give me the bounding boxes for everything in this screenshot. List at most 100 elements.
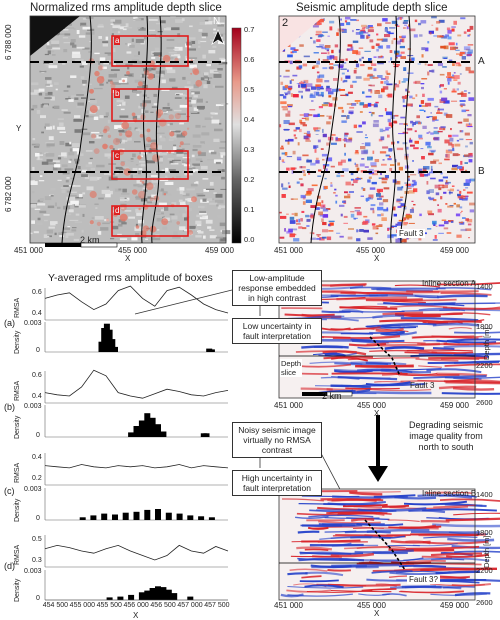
cbar-tick-06: 0.6 bbox=[244, 55, 255, 64]
ia-scale-label: 2 km bbox=[322, 391, 342, 401]
note-low-uncertainty: Low uncertainty in fault interpretation bbox=[232, 318, 322, 344]
panel2-frame bbox=[278, 15, 476, 244]
density-bar bbox=[138, 592, 145, 600]
ia-scale-black bbox=[302, 392, 327, 396]
box-d bbox=[111, 205, 189, 237]
box-label-b: b bbox=[114, 89, 121, 98]
density-bar bbox=[165, 589, 172, 600]
note-high-uncertainty: High uncertainty in fault interpretation bbox=[232, 470, 322, 496]
density-bar bbox=[208, 517, 215, 520]
density-axis-label: Density bbox=[14, 330, 21, 354]
density-bar bbox=[133, 426, 140, 437]
rmsa-tick-low: 0.2 bbox=[32, 475, 42, 482]
panel1-frame bbox=[29, 15, 227, 244]
ib-depth-1: 1400 bbox=[476, 490, 493, 499]
fault3-trace-a bbox=[369, 336, 401, 377]
ia-depth-2: 1800 bbox=[476, 322, 493, 331]
density-bar bbox=[106, 597, 113, 600]
chart-c-rmsa bbox=[44, 453, 229, 486]
density-tick-top: 0.003 bbox=[24, 568, 42, 575]
density-tick-zero: 0 bbox=[36, 347, 40, 354]
y-tick-1: 6 788 000 bbox=[4, 24, 13, 60]
boxes-x-tick: 457 000 bbox=[177, 602, 203, 609]
chart-d-rmsa bbox=[44, 535, 229, 568]
density-bar bbox=[160, 587, 167, 600]
chart-b-rmsa bbox=[44, 369, 229, 404]
box-a bbox=[111, 35, 189, 67]
ia-depth-label: Depth [m] bbox=[482, 327, 491, 360]
degrade-arrow-head bbox=[368, 466, 388, 482]
inline-b-title: Inline section B bbox=[422, 489, 477, 498]
p1-x-label: X bbox=[125, 254, 131, 263]
rmsa-line bbox=[44, 369, 229, 399]
rmsa-axis-label: RMSA bbox=[14, 544, 21, 565]
density-tick-top: 0.003 bbox=[24, 486, 42, 493]
density-bar bbox=[112, 514, 118, 520]
scale-bar-black bbox=[45, 243, 81, 247]
marker-a: A bbox=[478, 56, 485, 67]
panel2-number: 2 bbox=[282, 17, 289, 29]
density-bar bbox=[109, 339, 116, 352]
boxes-x-tick: 455 500 bbox=[96, 602, 122, 609]
density-bar bbox=[149, 588, 156, 600]
ib-x-tick-1: 451 000 bbox=[274, 601, 303, 610]
box-label-d: d bbox=[114, 206, 121, 215]
density-bar bbox=[138, 420, 145, 437]
cbar-tick-01: 0.1 bbox=[244, 205, 255, 214]
cbar-tick-04: 0.4 bbox=[244, 115, 255, 124]
scale-bar-white bbox=[80, 242, 118, 248]
row-label-c: (c) bbox=[4, 486, 15, 496]
box-label-a: a bbox=[114, 36, 121, 45]
ia-x-tick-3: 459 000 bbox=[440, 401, 469, 410]
row-label-d: (d) bbox=[4, 561, 15, 571]
p2-x-label: X bbox=[374, 254, 380, 263]
p2-x-tick-2: 455 000 bbox=[356, 246, 385, 255]
box-b bbox=[111, 88, 189, 122]
row-label-a: (a) bbox=[4, 318, 15, 328]
ia-depth-3: 2200 bbox=[476, 361, 493, 370]
box-c bbox=[111, 150, 189, 180]
density-bar bbox=[101, 513, 108, 520]
chart-d-density bbox=[44, 570, 228, 601]
ib-x-label: X bbox=[374, 609, 380, 618]
marker-b: B bbox=[478, 166, 485, 177]
inline-b-frame bbox=[278, 488, 476, 601]
cbar-tick-05: 0.5 bbox=[244, 85, 255, 94]
density-bar bbox=[144, 509, 151, 520]
density-tick-zero: 0 bbox=[36, 595, 40, 602]
note-noisy: Noisy seismic image virtually no RMSA co… bbox=[232, 422, 322, 458]
p2-fault-line-1 bbox=[310, 15, 341, 244]
chart-a-rmsa bbox=[44, 285, 229, 321]
ia-depth-4: 2600 bbox=[476, 398, 493, 407]
ia-depth-1: 1400 bbox=[476, 282, 493, 291]
ia-x-tick-1: 451 000 bbox=[274, 401, 303, 410]
density-tick-zero: 0 bbox=[36, 432, 40, 439]
p1-x-tick-2: 455 000 bbox=[118, 246, 147, 255]
ib-x-tick-3: 459 000 bbox=[440, 601, 469, 610]
density-bar bbox=[160, 431, 167, 437]
y-axis-label: Y bbox=[16, 124, 22, 133]
boxes-x-tick: 456 000 bbox=[123, 602, 149, 609]
rmsa-axis-label: RMSA bbox=[14, 462, 21, 483]
panel2-title: Seismic amplitude depth slice bbox=[296, 2, 448, 14]
fault-line-2 bbox=[141, 15, 149, 244]
boxes-x-tick: 456 500 bbox=[150, 602, 176, 609]
density-tick-top: 0.003 bbox=[24, 320, 42, 327]
ib-depth-3: 2200 bbox=[476, 566, 493, 575]
rmsa-tick-low: 0.3 bbox=[32, 557, 42, 564]
cbar-tick-02: 0.2 bbox=[244, 175, 255, 184]
rmsa-line bbox=[44, 544, 229, 561]
ib-x-tick-2: 455 000 bbox=[357, 601, 386, 610]
density-tick-top: 0.003 bbox=[24, 403, 42, 410]
inline-a-fault: Fault 3 bbox=[410, 381, 435, 390]
density-bar bbox=[155, 509, 161, 520]
colorbar bbox=[231, 27, 242, 244]
north-label: N bbox=[213, 16, 221, 27]
p2-fault-line-2 bbox=[390, 15, 398, 244]
density-axis-label: Density bbox=[14, 498, 21, 522]
box-label-c: c bbox=[114, 151, 120, 160]
panel2-nodata-corner bbox=[279, 16, 324, 54]
north-arrow-icon bbox=[211, 29, 225, 45]
density-bar bbox=[133, 511, 140, 520]
